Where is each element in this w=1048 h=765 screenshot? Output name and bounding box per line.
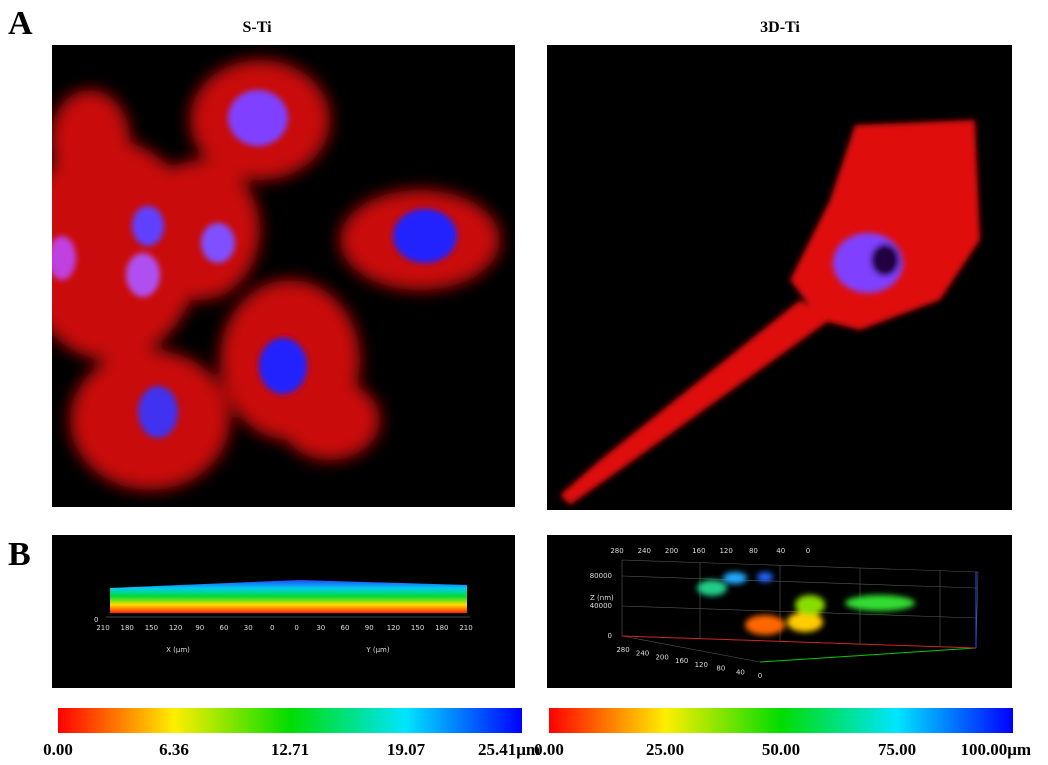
axis-tick-label: 30 [244,624,253,632]
micrograph [547,45,1012,510]
axis-tick-label: 120 [387,624,400,632]
axis-tick-label: 90 [195,624,204,632]
colorbar-label: 0.00 [534,740,564,759]
axis-tick-label: 240 [638,547,651,555]
axis-tick-label: 40 [736,668,745,676]
axis-tick-label: 120 [695,661,708,669]
axis-tick-label: 0 [758,672,762,680]
panel-letter: A [8,5,33,42]
axis-tick-label: 200 [665,547,678,555]
image-title: S-Ti [242,19,272,36]
micrograph [52,45,515,507]
colorbar-label: 0.00 [43,740,73,759]
axis-tick-label: 30 [316,624,325,632]
axis-tick-label: 150 [411,624,424,632]
axis-tick-label: 120 [719,547,732,555]
axis-tick-label: 120 [169,624,182,632]
colorbar-label: 19.07 [387,740,426,759]
axis-tick-label: 90 [365,624,374,632]
colorbar [549,708,1013,733]
axis-tick-label: 280 [616,646,629,654]
colorbar-label: 25.41μm [478,740,540,759]
axis-tick-label: 60 [220,624,229,632]
axis-tick-label: 160 [692,547,705,555]
axis-tick-label: 150 [145,624,158,632]
axis-tick-label: 180 [435,624,448,632]
axis-tick-label: 0 [294,624,298,632]
axis-tick-label: 80 [716,665,725,673]
axis-tick-label: 210 [96,624,109,632]
colorbar-label: 25.00 [646,740,684,759]
axis-tick-label: 80000 [590,572,612,580]
axis-tick-label: 240 [636,650,649,658]
axis-tick-label: 0 [270,624,274,632]
axis-tick-label: 0 [94,616,98,624]
height-map [547,535,1012,688]
axis-tick-label: 280 [610,547,623,555]
image-title: 3D-Ti [760,19,800,36]
colorbar-label: 50.00 [762,740,800,759]
colorbar-label: 12.71 [271,740,309,759]
axis-tick-label: 180 [121,624,134,632]
axis-tick-label: 0 [608,632,612,640]
colorbar [58,708,522,733]
colorbar-label: 6.36 [159,740,189,759]
panel-letter: B [8,536,31,573]
axis-tick-label: 0 [806,547,810,555]
axis-tick-label: 80 [749,547,758,555]
axis-tick-label: 40 [776,547,785,555]
axis-tick-label: 40000 [590,602,612,610]
axis-tick-label: 60 [341,624,350,632]
axis-label: X (μm) [166,646,190,654]
axis-tick-label: 200 [655,653,668,661]
axis-tick-label: 160 [675,657,688,665]
axis-label: Z (nm) [590,594,614,602]
axis-tick-label: 210 [459,624,472,632]
colorbar-label: 100.00μm [960,740,1031,759]
height-map [52,535,515,688]
axis-label: Y (μm) [365,646,390,654]
colorbar-label: 75.00 [878,740,916,759]
